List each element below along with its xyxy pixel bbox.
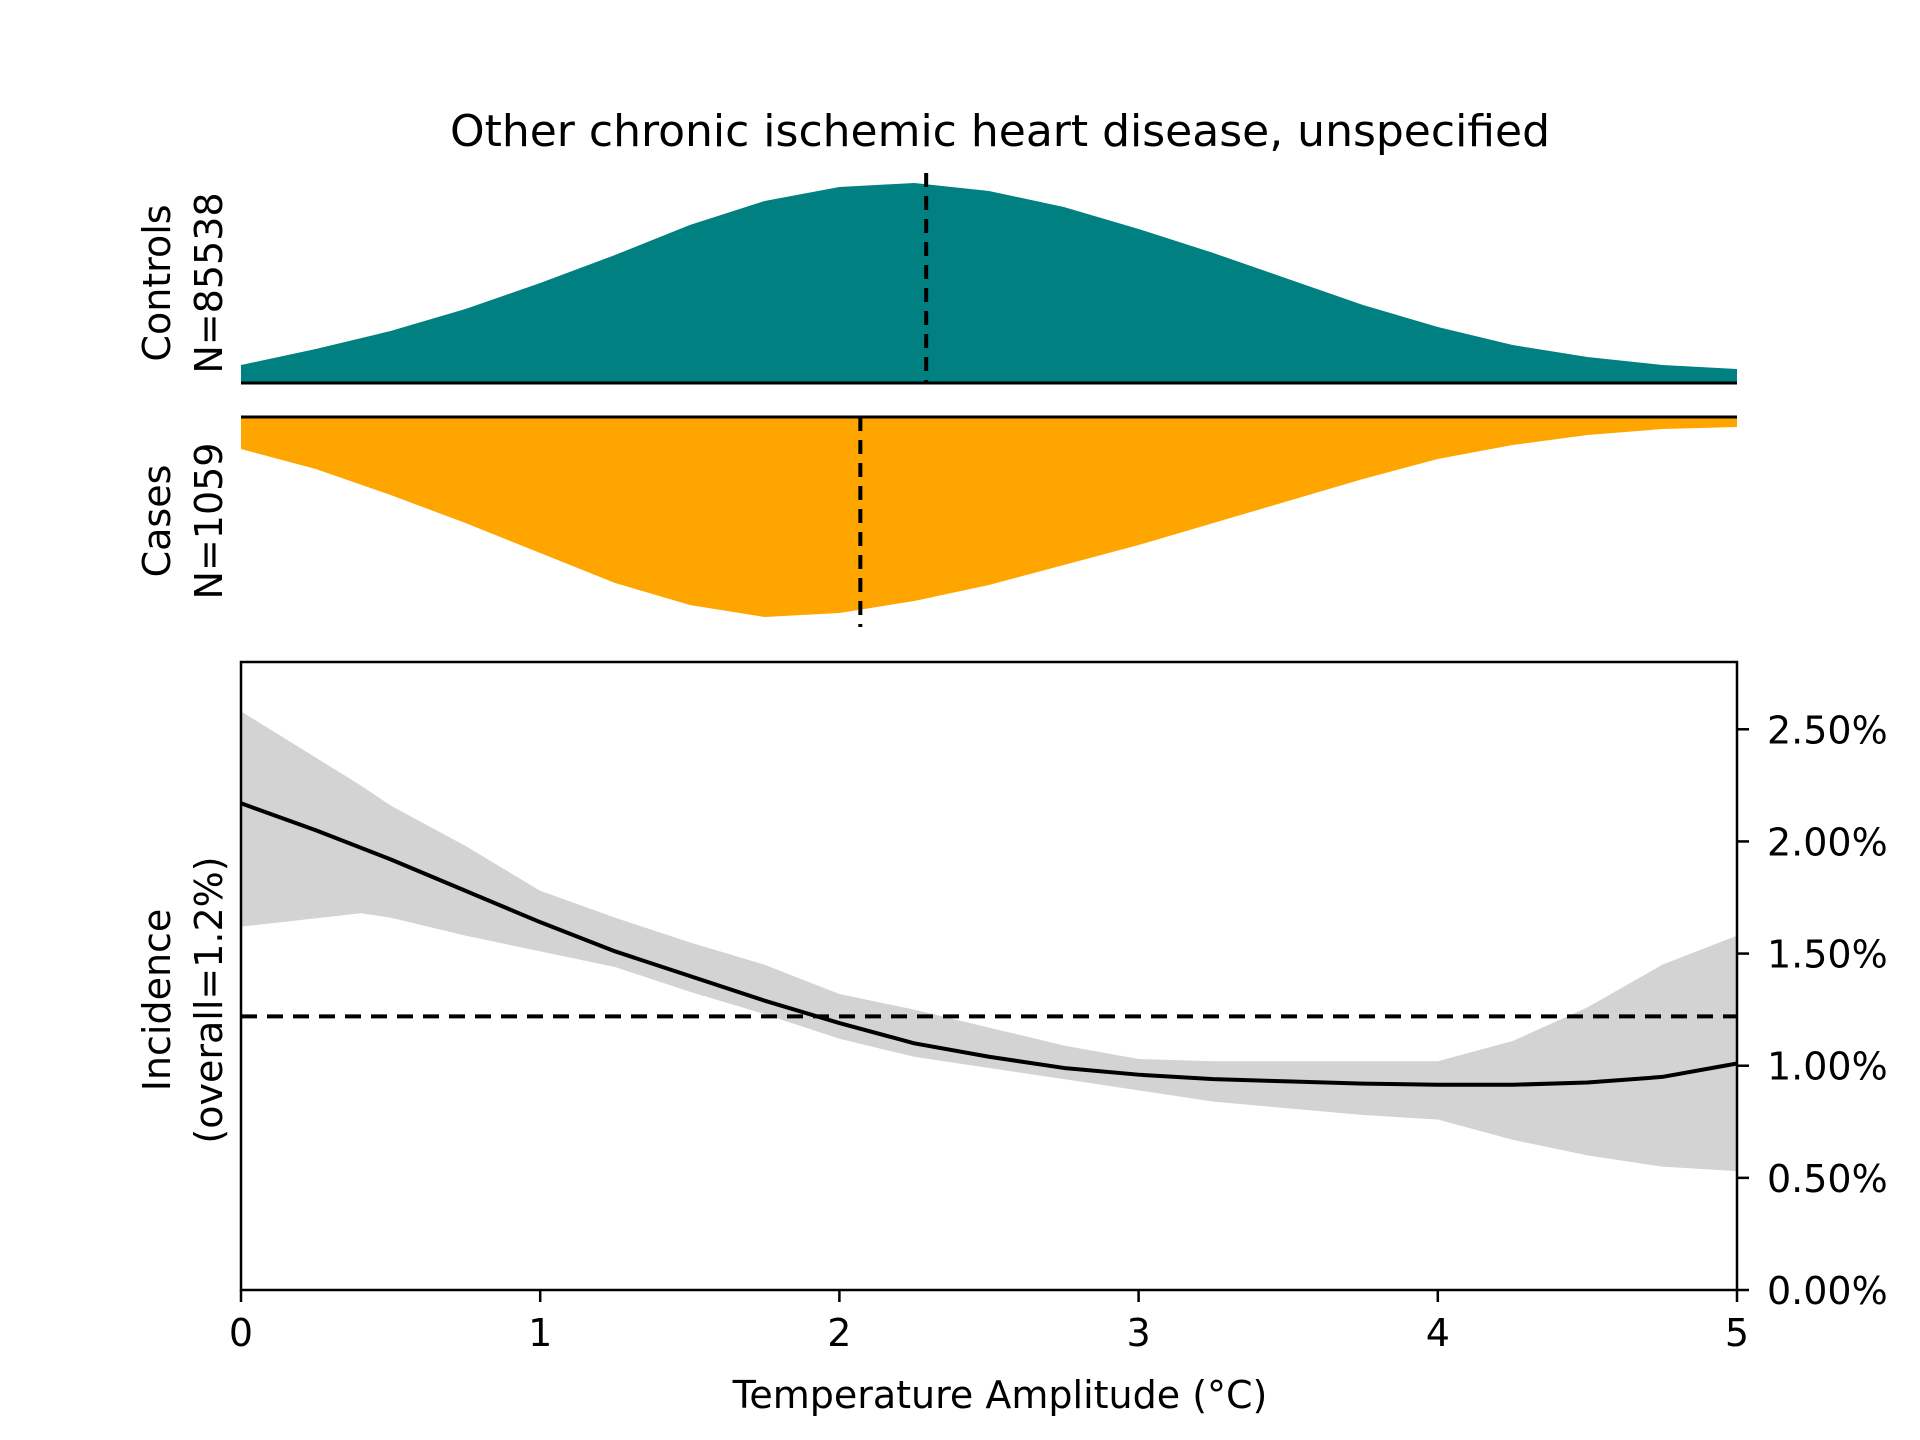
y-axis-label: Incidence (overall=1.2%) — [135, 856, 231, 1143]
plot-frame — [239, 660, 1739, 1292]
cases-density-area — [241, 417, 1737, 617]
y-axis-ticks: 0.00% 0.50% 1.00% 1.50% 2.00% 2.50% — [1737, 708, 1888, 1313]
x-tick-label: 1 — [528, 1311, 552, 1355]
x-tick-label: 5 — [1725, 1311, 1749, 1355]
x-axis-ticks: 0 1 2 3 4 5 — [229, 1290, 1749, 1355]
y-tick-label: 2.00% — [1767, 820, 1888, 864]
y-axis-label-line-1: Incidence — [135, 909, 179, 1092]
y-tick-label: 0.50% — [1767, 1157, 1888, 1201]
x-axis-label: Temperature Amplitude (°C) — [732, 1373, 1268, 1417]
y-tick-label: 1.00% — [1767, 1045, 1888, 1089]
cases-density-panel — [241, 415, 1737, 627]
cases-label: Cases N=1059 — [135, 443, 231, 600]
y-tick-label: 0.00% — [1767, 1269, 1888, 1313]
y-axis-label-line-2: (overall=1.2%) — [187, 856, 231, 1143]
x-tick-label: 3 — [1127, 1311, 1151, 1355]
y-tick-label: 2.50% — [1767, 708, 1888, 752]
cases-label-text: Cases — [135, 465, 179, 578]
incidence-line — [240, 801, 1738, 1087]
x-tick-label: 4 — [1426, 1311, 1450, 1355]
y-tick-label: 1.50% — [1767, 933, 1888, 977]
confidence-band — [241, 711, 1737, 1172]
controls-density-area — [241, 183, 1737, 383]
controls-density-panel — [241, 173, 1737, 385]
x-tick-label: 2 — [827, 1311, 851, 1355]
controls-label: Controls N=85538 — [135, 192, 231, 373]
incidence-plot — [239, 660, 1739, 1292]
x-tick-label: 0 — [229, 1311, 253, 1355]
controls-n-label: N=85538 — [187, 192, 231, 373]
chart-title: Other chronic ischemic heart disease, un… — [450, 106, 1550, 157]
cases-n-label: N=1059 — [187, 443, 231, 600]
controls-label-text: Controls — [135, 204, 179, 361]
